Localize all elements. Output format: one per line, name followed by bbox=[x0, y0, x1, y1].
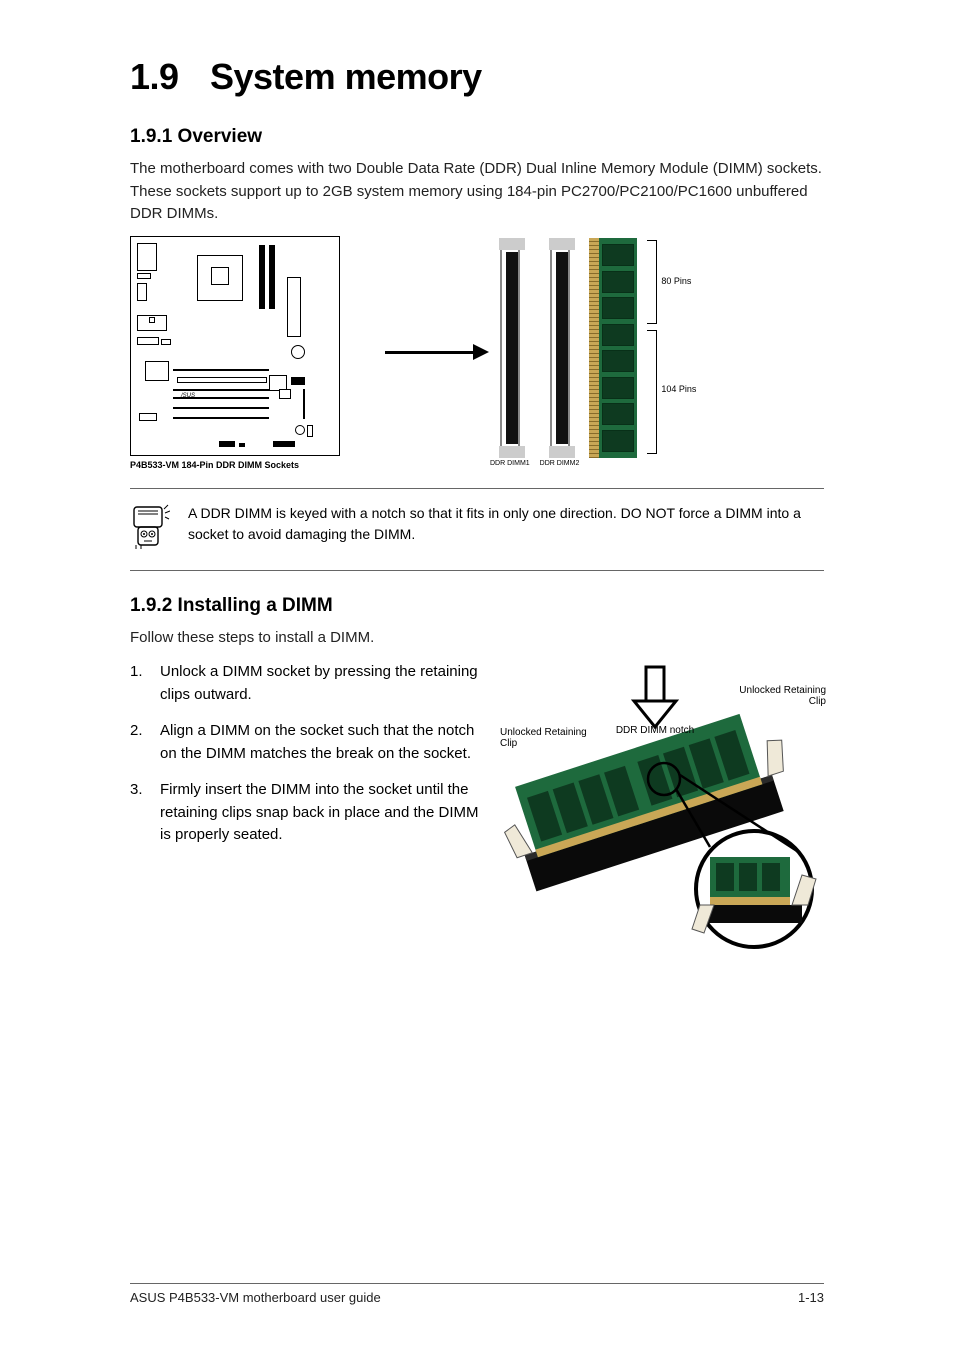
overview-heading: 1.9.1 Overview bbox=[130, 126, 824, 148]
step-text: Align a DIMM on the socket such that the… bbox=[160, 720, 488, 765]
pin-count-brackets: 80 Pins 104 Pins bbox=[647, 238, 667, 467]
motherboard-schematic: /SUS P4B533-VM 184-Pin DDR DIMM Sockets bbox=[130, 236, 370, 470]
dimm-sockets-detail: DDR DIMM1 DDR DIMM2 80 Pins 104 Pins bbox=[490, 238, 800, 467]
clip-label-left: Unlocked Retaining Clip bbox=[500, 727, 590, 749]
step-text: Unlock a DIMM socket by pressing the ret… bbox=[160, 661, 488, 706]
install-step: 3. Firmly insert the DIMM into the socke… bbox=[130, 779, 488, 847]
note-text: A DDR DIMM is keyed with a notch so that… bbox=[188, 503, 824, 545]
dimm-location-figure: /SUS P4B533-VM 184-Pin DDR DIMM Sockets … bbox=[130, 236, 824, 470]
heading-title: System memory bbox=[210, 56, 482, 97]
install-step: 1. Unlock a DIMM socket by pressing the … bbox=[130, 661, 488, 706]
step-number: 1. bbox=[130, 661, 150, 706]
page-heading: 1.9System memory bbox=[130, 56, 824, 98]
figure-caption: P4B533-VM 184-Pin DDR DIMM Sockets bbox=[130, 460, 370, 470]
note-box: A DDR DIMM is keyed with a notch so that… bbox=[130, 488, 824, 571]
ddr-module bbox=[589, 238, 637, 458]
install-steps: 1. Unlock a DIMM socket by pressing the … bbox=[130, 661, 488, 951]
dimm-slot-2 bbox=[550, 238, 570, 458]
dimm-slot-1 bbox=[500, 238, 520, 458]
heading-number: 1.9 bbox=[130, 56, 210, 98]
footer-left: ASUS P4B533-VM motherboard user guide bbox=[130, 1290, 381, 1305]
install-heading: 1.9.2 Installing a DIMM bbox=[130, 595, 824, 617]
install-block: 1. Unlock a DIMM socket by pressing the … bbox=[130, 661, 824, 951]
install-step: 2. Align a DIMM on the socket such that … bbox=[130, 720, 488, 765]
install-intro: Follow these steps to install a DIMM. bbox=[130, 627, 824, 650]
clip-label-right: Unlocked Retaining Clip bbox=[736, 685, 826, 707]
footer-right: 1-13 bbox=[798, 1290, 824, 1305]
overview-paragraph: The motherboard comes with two Double Da… bbox=[130, 158, 824, 226]
dimm-install-photo: Unlocked Retaining Clip Unlocked Retaini… bbox=[504, 661, 824, 951]
bracket-bottom-label: 104 Pins bbox=[661, 384, 696, 394]
callout-arrow bbox=[370, 351, 490, 354]
step-number: 2. bbox=[130, 720, 150, 765]
page-footer: ASUS P4B533-VM motherboard user guide 1-… bbox=[130, 1283, 824, 1305]
mobo-brand-mark: /SUS bbox=[181, 393, 195, 399]
dimm1-label: DDR DIMM1 bbox=[490, 460, 530, 467]
step-number: 3. bbox=[130, 779, 150, 847]
step-text: Firmly insert the DIMM into the socket u… bbox=[160, 779, 488, 847]
dimm2-label: DDR DIMM2 bbox=[540, 460, 580, 467]
bracket-top-label: 80 Pins bbox=[661, 276, 691, 286]
notch-label: DDR DIMM notch bbox=[600, 725, 710, 736]
note-robot-icon bbox=[130, 503, 170, 556]
